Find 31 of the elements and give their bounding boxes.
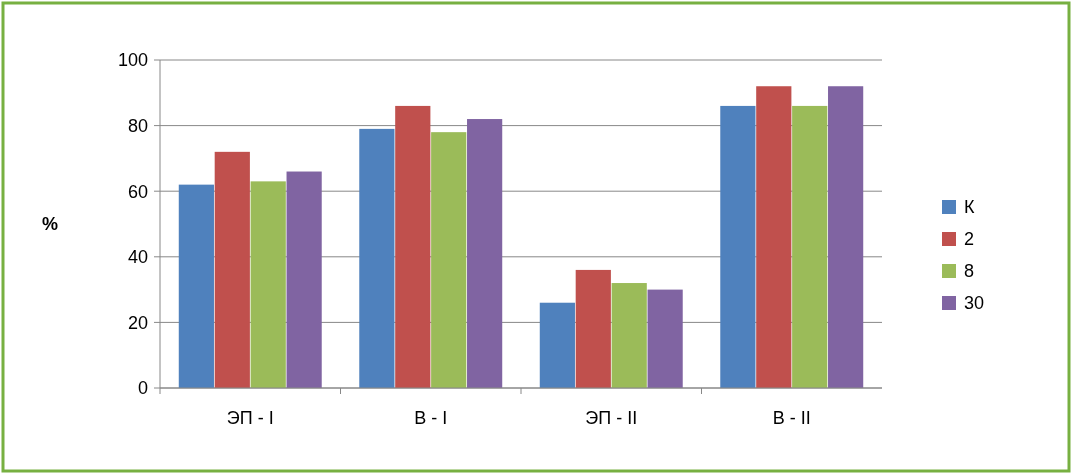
legend-label: 8 — [964, 261, 975, 282]
x-tick-label: ЭП - II — [585, 408, 638, 428]
y-tick-label: 60 — [127, 181, 148, 202]
y-tick-label: 20 — [127, 312, 148, 333]
x-tick-label: В - I — [414, 408, 448, 428]
bar — [467, 119, 503, 388]
bar — [756, 86, 792, 388]
bar — [395, 105, 431, 388]
bar — [431, 132, 467, 388]
bar — [828, 86, 864, 388]
legend-label: К — [964, 197, 975, 218]
bar — [611, 283, 647, 388]
bar — [720, 105, 756, 388]
legend-label: 30 — [964, 293, 985, 314]
bar — [359, 128, 395, 388]
bar — [250, 181, 286, 388]
bar — [214, 151, 250, 388]
bar — [792, 105, 828, 388]
bar — [178, 184, 214, 388]
bar — [286, 171, 322, 388]
bar — [647, 289, 683, 388]
y-tick-label: 40 — [127, 247, 148, 268]
legend-label: 2 — [964, 229, 975, 250]
y-axis-title: % — [41, 214, 59, 235]
y-tick-label: 100 — [117, 50, 148, 71]
x-tick-label: ЭП - I — [226, 408, 274, 428]
bar — [575, 269, 611, 388]
y-tick-label: 80 — [127, 115, 148, 136]
y-tick-label: 0 — [137, 378, 148, 399]
bar — [539, 302, 575, 388]
x-tick-label: В - II — [772, 408, 811, 428]
